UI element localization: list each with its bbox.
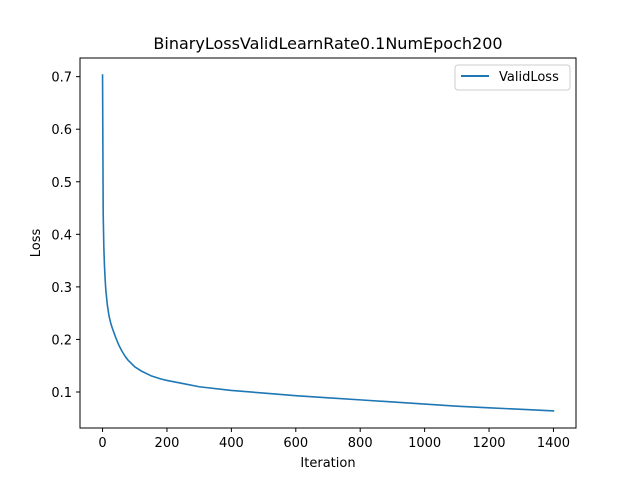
y-tick-label: 0.1 <box>51 386 72 401</box>
legend: ValidLoss <box>454 64 571 91</box>
x-tick-label: 400 <box>219 436 244 451</box>
y-axis: 0.1 0.2 0.3 0.4 0.5 0.6 0.7 <box>51 71 80 401</box>
chart-title: BinaryLossValidLearnRate0.1NumEpoch200 <box>153 34 502 53</box>
x-tick-label: 0 <box>98 436 106 451</box>
legend-box <box>454 64 571 91</box>
x-tick-label: 1200 <box>472 436 505 451</box>
plot-area <box>79 57 577 429</box>
y-tick-label: 0.4 <box>51 228 72 243</box>
y-tick-label: 0.6 <box>51 123 72 138</box>
y-tick-label: 0.7 <box>51 71 72 86</box>
y-tick-label: 0.5 <box>51 176 72 191</box>
y-axis-label: Loss <box>29 229 44 258</box>
x-tick-label: 200 <box>155 436 180 451</box>
x-tick-label: 600 <box>283 436 308 451</box>
legend-label: ValidLoss <box>499 70 559 85</box>
x-axis-label: Iteration <box>300 456 355 471</box>
series-line-validloss <box>101 74 555 412</box>
x-tick-label: 1400 <box>537 436 570 451</box>
x-tick-label: 1000 <box>408 436 441 451</box>
y-tick-label: 0.2 <box>51 333 72 348</box>
y-tick-label: 0.3 <box>51 281 72 296</box>
x-axis: 0 200 400 600 800 1000 1200 1400 <box>98 428 570 451</box>
x-tick-label: 800 <box>348 436 373 451</box>
